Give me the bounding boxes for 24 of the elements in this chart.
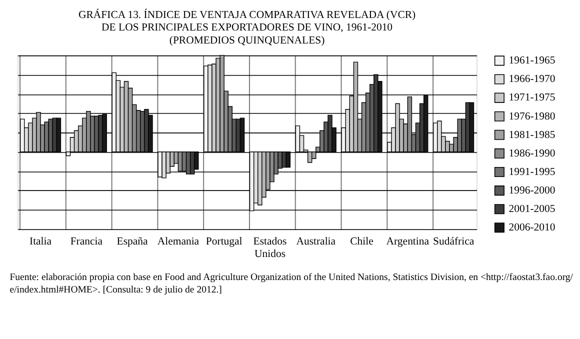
legend-label: 2006-2010 bbox=[508, 222, 556, 234]
x-tick-label: España bbox=[116, 235, 148, 248]
legend-label: 1961-1965 bbox=[508, 54, 556, 67]
x-tick-label: Estados Unidos bbox=[253, 235, 287, 260]
source-note: Fuente: elaboración propia con base en Food and Agriculture Organization of the United Nations, Statistics Division, en <http://faostat3.fao.org/ bbox=[10, 272, 574, 283]
legend-label: 1966-1970 bbox=[508, 73, 556, 86]
legend-label: 1996-2000 bbox=[508, 184, 556, 196]
legend-label: 1976-1980 bbox=[508, 110, 556, 122]
legend-label: 1971-1975 bbox=[508, 92, 556, 104]
legend-label: 2001-2005 bbox=[508, 203, 556, 216]
x-tick-label: Australia bbox=[296, 235, 336, 248]
x-tick-label: Portugal bbox=[206, 235, 242, 248]
x-tick-label: Alemania bbox=[157, 235, 200, 248]
x-tick-label: Italia bbox=[29, 235, 52, 248]
legend-label: 1991-1995 bbox=[508, 166, 556, 178]
bar bbox=[162, 152, 166, 178]
legend-label: 1981-1985 bbox=[508, 128, 556, 141]
chart-title: GRÁFICA 13. ÍNDICE DE VENTAJA COMPARATIVA REVELADA (VCR) DE LOS PRINCIPALES EXPORTADORES DE VINO, 1961-2010 (PROMEDIOS QUINQUENALES) bbox=[78, 8, 416, 46]
text: e/index.html#HOME>. [Consulta: 9 de julio de 2012.] bbox=[10, 284, 222, 296]
x-tick-label: Francia bbox=[70, 235, 103, 248]
x-tick-label: Argentina bbox=[386, 235, 430, 248]
x-tick-label: Chile bbox=[350, 235, 374, 248]
legend-label: 1986-1990 bbox=[508, 147, 556, 160]
x-tick-label: Sudáfrica bbox=[432, 235, 474, 248]
